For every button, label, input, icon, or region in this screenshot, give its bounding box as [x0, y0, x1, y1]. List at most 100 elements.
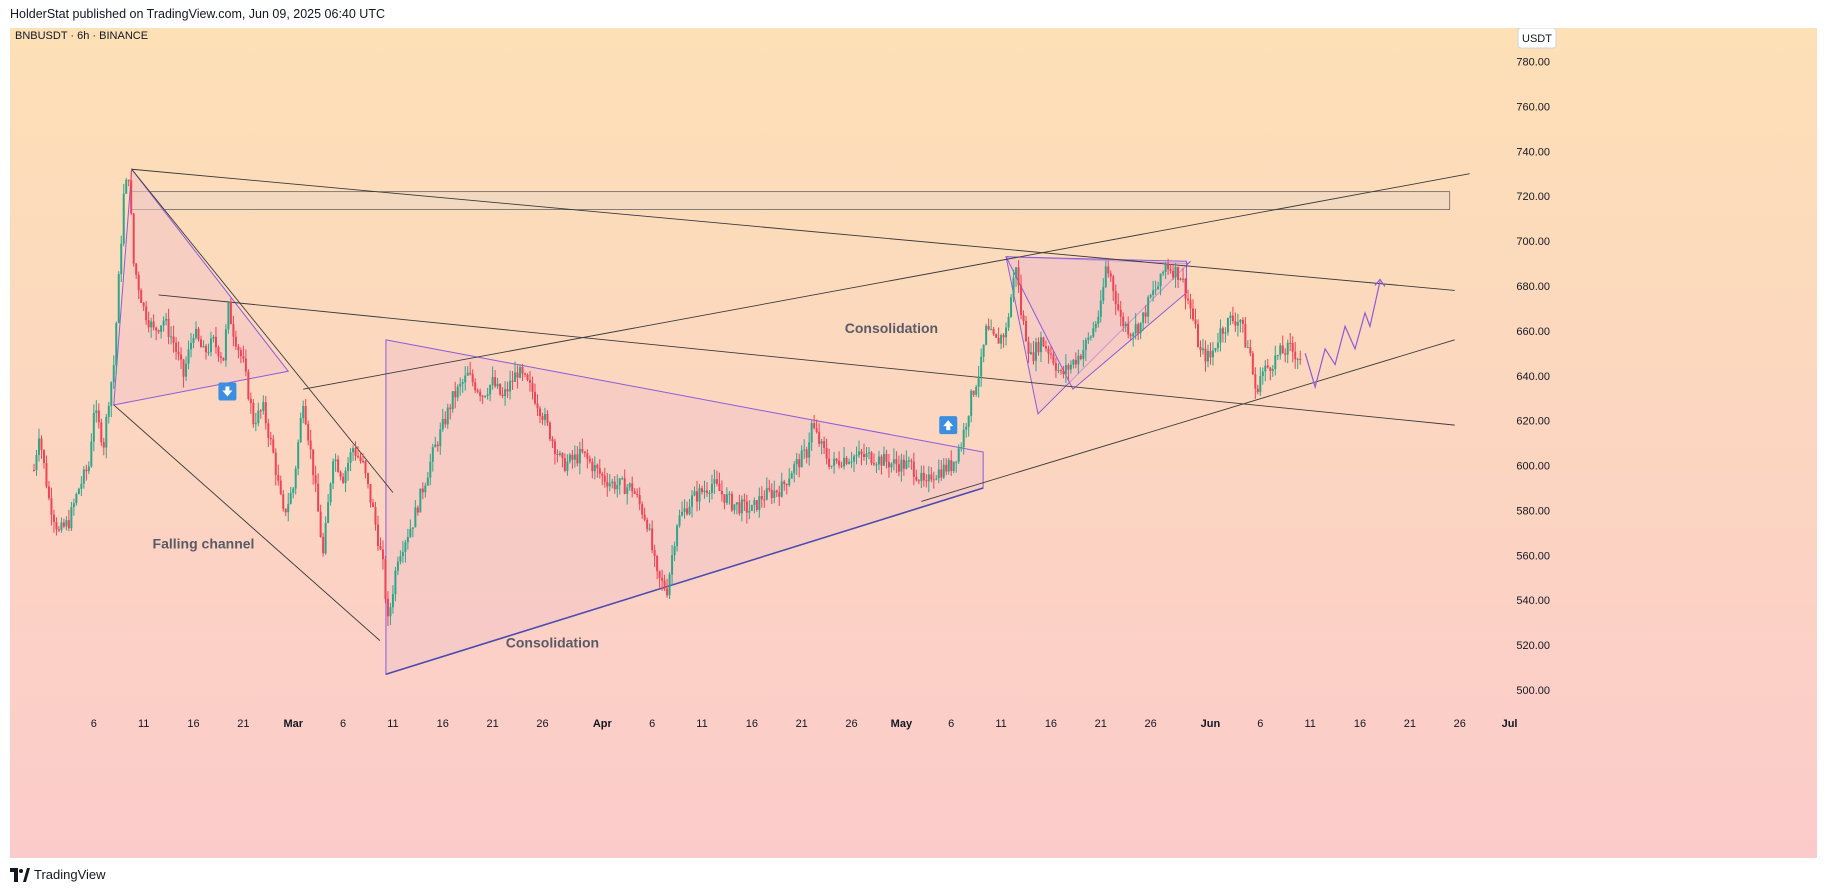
candle-body[interactable]	[825, 447, 828, 459]
candle-body[interactable]	[715, 479, 718, 484]
candle-body[interactable]	[1114, 291, 1117, 305]
candle-body[interactable]	[247, 371, 250, 400]
candle-body[interactable]	[608, 483, 611, 487]
candle-body[interactable]	[561, 453, 564, 459]
candle-body[interactable]	[1094, 323, 1097, 329]
candle-body[interactable]	[688, 506, 691, 515]
candle-body[interactable]	[232, 323, 235, 337]
candle-body[interactable]	[1264, 365, 1267, 372]
candle-body[interactable]	[638, 495, 641, 505]
candle-body[interactable]	[693, 491, 696, 496]
candle-body[interactable]	[1172, 271, 1175, 278]
candle-body[interactable]	[1271, 369, 1274, 371]
candle-body[interactable]	[82, 469, 85, 484]
candle-body[interactable]	[471, 374, 474, 383]
candle-body[interactable]	[1057, 370, 1060, 372]
candle-body[interactable]	[319, 511, 322, 537]
candle-body[interactable]	[396, 561, 399, 571]
candle-body[interactable]	[132, 213, 135, 264]
candle-body[interactable]	[875, 464, 878, 466]
candle-body[interactable]	[1249, 347, 1252, 354]
candle-body[interactable]	[1017, 267, 1020, 286]
candle-body[interactable]	[389, 607, 392, 617]
candle-body[interactable]	[643, 514, 646, 520]
candle-body[interactable]	[571, 454, 574, 460]
candle-body[interactable]	[289, 492, 292, 504]
candle-body[interactable]	[728, 493, 731, 495]
candle-body[interactable]	[287, 503, 290, 513]
candle-body[interactable]	[730, 493, 733, 511]
candle-body[interactable]	[603, 475, 606, 482]
candle-body[interactable]	[848, 461, 851, 464]
candle-body[interactable]	[192, 337, 195, 343]
candle-body[interactable]	[805, 449, 808, 458]
candle-body[interactable]	[673, 546, 676, 556]
candle-body[interactable]	[284, 508, 287, 513]
candle-body[interactable]	[591, 461, 594, 472]
candle-body[interactable]	[332, 461, 335, 484]
candle-body[interactable]	[942, 464, 945, 478]
candle-body[interactable]	[930, 474, 933, 480]
candle-body[interactable]	[733, 504, 736, 511]
candle-body[interactable]	[207, 351, 210, 353]
candle-body[interactable]	[1286, 342, 1289, 355]
candle-body[interactable]	[229, 302, 232, 324]
candle-body[interactable]	[451, 391, 454, 410]
candle-body[interactable]	[972, 390, 975, 395]
candle-body[interactable]	[1214, 347, 1217, 351]
candle-body[interactable]	[105, 416, 108, 448]
candle-body[interactable]	[1015, 267, 1018, 278]
candle-body[interactable]	[1254, 374, 1257, 389]
candle-body[interactable]	[1251, 353, 1254, 375]
candle-body[interactable]	[553, 441, 556, 454]
candle-body[interactable]	[1194, 319, 1197, 325]
candle-body[interactable]	[494, 377, 497, 387]
candle-body[interactable]	[464, 375, 467, 383]
candle-body[interactable]	[1276, 355, 1279, 357]
candle-body[interactable]	[1012, 277, 1015, 298]
candle-body[interactable]	[850, 461, 853, 463]
candle-body[interactable]	[843, 457, 846, 467]
candle-body[interactable]	[1162, 271, 1165, 274]
candle-body[interactable]	[1149, 294, 1152, 298]
candle-body[interactable]	[257, 410, 260, 424]
candle-body[interactable]	[927, 474, 930, 482]
candle-body[interactable]	[327, 501, 330, 524]
candle-body[interactable]	[586, 453, 589, 459]
candle-body[interactable]	[35, 454, 38, 471]
candle-body[interactable]	[436, 444, 439, 447]
candle-body[interactable]	[621, 478, 624, 480]
candle-body[interactable]	[167, 318, 170, 337]
candle-body[interactable]	[1261, 371, 1264, 377]
candle-body[interactable]	[264, 402, 267, 424]
candle-body[interactable]	[935, 478, 938, 480]
candle-body[interactable]	[897, 464, 900, 472]
candle-body[interactable]	[185, 363, 188, 377]
candle-body[interactable]	[147, 320, 150, 328]
candle-body[interactable]	[1142, 312, 1145, 323]
candle-body[interactable]	[214, 336, 217, 348]
candle-body[interactable]	[92, 413, 95, 442]
falling-wedge-pattern[interactable]	[113, 167, 290, 406]
candle-body[interactable]	[421, 488, 424, 493]
candle-body[interactable]	[267, 423, 270, 438]
candle-body[interactable]	[202, 346, 205, 348]
candle-body[interactable]	[910, 460, 913, 462]
candle-body[interactable]	[404, 542, 407, 552]
candle-body[interactable]	[77, 488, 80, 494]
candle-body[interactable]	[254, 423, 257, 425]
candle-body[interactable]	[686, 508, 689, 515]
candle-body[interactable]	[102, 442, 105, 448]
candle-body[interactable]	[529, 380, 532, 383]
candle-body[interactable]	[414, 507, 417, 528]
candle-body[interactable]	[833, 458, 836, 466]
candle-body[interactable]	[1289, 342, 1292, 344]
candle-body[interactable]	[371, 502, 374, 507]
candle-body[interactable]	[509, 380, 512, 392]
candle-body[interactable]	[877, 456, 880, 465]
candle-body[interactable]	[768, 488, 771, 490]
candle-body[interactable]	[1229, 315, 1232, 319]
candle-body[interactable]	[628, 483, 631, 488]
candle-body[interactable]	[324, 523, 327, 554]
candle-body[interactable]	[887, 461, 890, 468]
